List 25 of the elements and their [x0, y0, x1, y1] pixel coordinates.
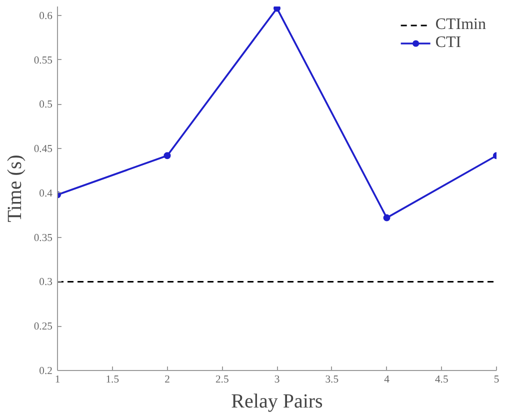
x-tick-label: 4: [384, 374, 390, 386]
y-axis-title: Time (s): [4, 154, 26, 222]
x-tick-label: 1: [54, 374, 60, 386]
point: [164, 152, 171, 160]
x-tick-label: 3: [274, 374, 280, 386]
x-tick-label: 3.5: [325, 374, 339, 386]
y-tick-label: 0.6: [39, 10, 54, 22]
y-tick-label: 0.3: [39, 277, 53, 288]
x-tick-label: 2.5: [215, 374, 229, 386]
legend-label: CTImin: [435, 16, 486, 34]
legend-label: CTI: [435, 34, 462, 52]
y-tick-label: 0.45: [34, 144, 53, 156]
x-tick-label: 1.5: [106, 374, 120, 386]
point: [383, 214, 390, 222]
point: [274, 6, 280, 12]
x-tick-label: 2: [164, 374, 170, 386]
y-tick-label: 0.25: [34, 322, 53, 333]
x-tick-label: 4.5: [434, 374, 448, 386]
x-axis-title: Relay Pairs: [231, 390, 324, 412]
y-tick-label: 0.55: [34, 55, 53, 66]
y-tick-label: 0.35: [34, 232, 53, 244]
y-tick-label: 0.5: [39, 100, 53, 111]
x-tick-label: 5: [494, 374, 500, 386]
y-tick-label: 0.2: [39, 366, 53, 377]
y-tick-label: 0.4: [39, 188, 54, 200]
